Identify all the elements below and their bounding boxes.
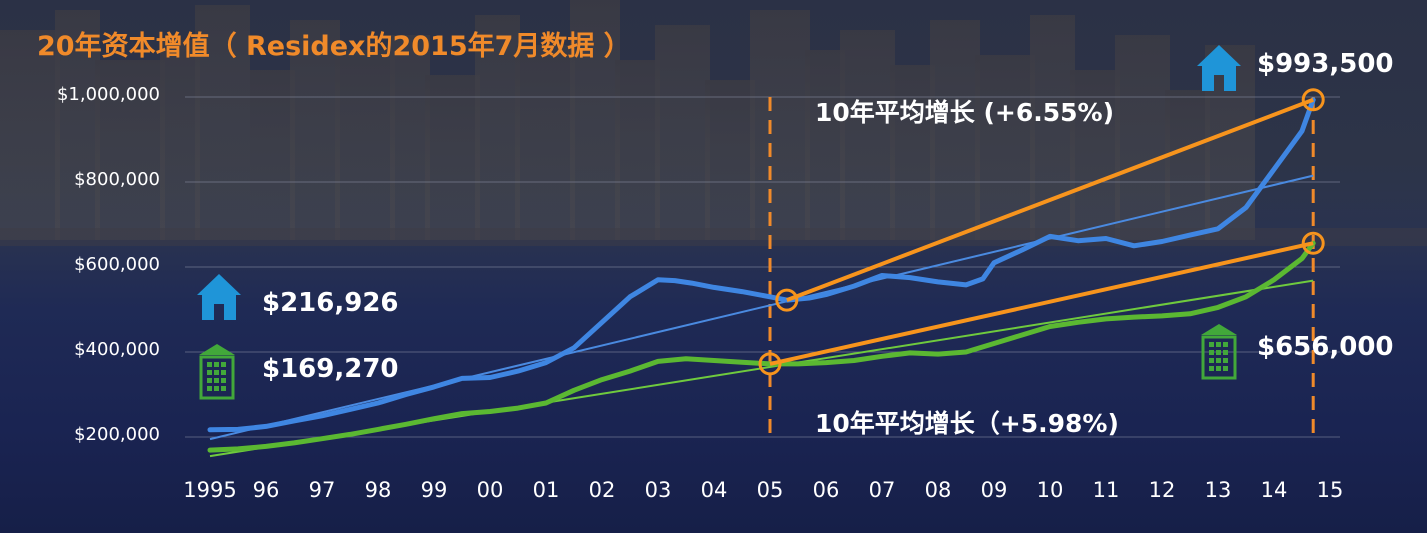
building (1165, 90, 1210, 240)
trendline (209, 174, 1314, 441)
building (750, 10, 810, 240)
x-tick-label: 06 (812, 478, 840, 502)
apartment-icon-start (199, 344, 235, 400)
building (425, 75, 480, 240)
vertical-markers (768, 97, 1315, 440)
x-tick-label: 14 (1260, 478, 1288, 502)
y-tick-label: $800,000 (74, 169, 160, 190)
x-tick-label: 02 (588, 478, 616, 502)
house-end-value: $993,500 (1257, 49, 1394, 79)
building (930, 20, 980, 240)
building (250, 70, 295, 240)
house-icon-start (197, 274, 241, 320)
building (705, 80, 755, 240)
y-tick-label: $200,000 (74, 424, 160, 445)
x-tick-label: 98 (364, 478, 392, 502)
building (805, 50, 845, 240)
growth-endpoint-marker (1301, 231, 1325, 255)
building (1070, 70, 1120, 240)
x-tick-label: 97 (308, 478, 336, 502)
building (475, 15, 520, 240)
apartment-icon-end (1201, 324, 1237, 380)
building (55, 10, 100, 240)
x-tick-label: 11 (1092, 478, 1120, 502)
building (335, 50, 395, 240)
series-line (207, 240, 1316, 453)
building (0, 30, 60, 240)
x-tick-label: 12 (1148, 478, 1176, 502)
x-tick-label: 13 (1204, 478, 1232, 502)
x-tick-label: 00 (476, 478, 504, 502)
x-tick-label: 10 (1036, 478, 1064, 502)
x-tick-label: 04 (700, 478, 728, 502)
city-skyline-background (0, 0, 1427, 246)
growth-label-unit: 10年平均增长（+5.98%) (815, 409, 1119, 438)
building (390, 35, 430, 240)
highlight-points (758, 88, 1325, 376)
growth-label-house: 10年平均增长 (+6.55%) (815, 98, 1115, 127)
building (1115, 35, 1170, 240)
house-icon-end (1197, 45, 1241, 91)
building (840, 30, 895, 240)
x-tick-label: 99 (420, 478, 448, 502)
building (195, 5, 250, 240)
building (95, 60, 165, 240)
y-tick-label: $1,000,000 (56, 84, 160, 105)
x-tick-label: 96 (252, 478, 280, 502)
growth-endpoint-marker (775, 288, 799, 312)
x-tick-label: 08 (924, 478, 952, 502)
building (1030, 15, 1075, 240)
building (890, 65, 935, 240)
x-tick-label: 03 (644, 478, 672, 502)
y-tick-label: $600,000 (74, 254, 160, 275)
building (655, 25, 710, 240)
house-start-value: $216,926 (262, 288, 399, 318)
chart-title: 20年资本增值（ Residex的2015年7月数据 ） (37, 31, 631, 62)
y-tick-label: $400,000 (74, 339, 160, 360)
x-tick-label: 05 (756, 478, 784, 502)
growth-endpoint-marker (1301, 88, 1325, 112)
x-tick-label: 09 (980, 478, 1008, 502)
growth-line (769, 241, 1314, 366)
x-tick-label: 01 (532, 478, 560, 502)
unit-end-value: $656,000 (1257, 332, 1394, 362)
building (975, 55, 1035, 240)
building (570, 0, 620, 240)
building (515, 45, 575, 240)
x-tick-label: 1995 (183, 478, 237, 502)
building (290, 20, 340, 240)
building (615, 60, 660, 240)
gridlines (185, 96, 1340, 438)
x-tick-label: 07 (868, 478, 896, 502)
growth-endpoint-marker (758, 352, 782, 376)
growth-line (786, 97, 1314, 302)
growth-lines (769, 97, 1314, 366)
x-tick-label: 15 (1316, 478, 1344, 502)
building (160, 40, 200, 240)
unit-start-value: $169,270 (262, 354, 399, 384)
